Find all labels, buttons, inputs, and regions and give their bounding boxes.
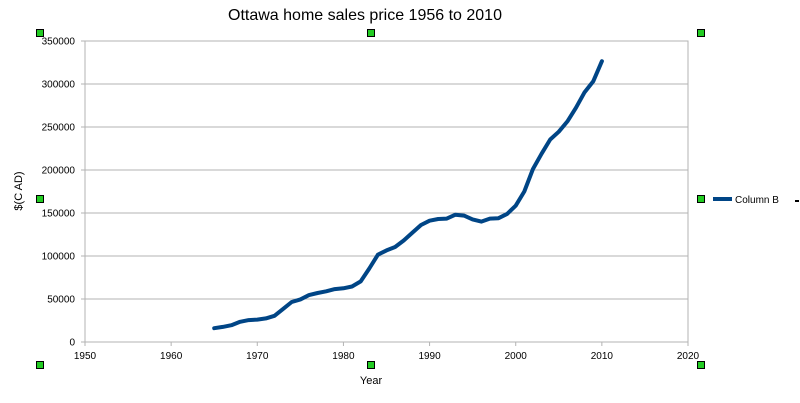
- x-tick-label: 1960: [160, 351, 183, 362]
- resize-handle[interactable]: [367, 29, 375, 37]
- edge-marker: [795, 200, 799, 202]
- y-axis-ticks: 0 50000 100000 150000 200000 250000 300000 3500…: [42, 37, 85, 349]
- y-tick-label: 300000: [42, 80, 76, 91]
- x-axis-ticks: 1950 1960 1970 1980 1990 2000 2010 2020: [74, 342, 700, 362]
- chart-title: Ottawa home sales price 1956 to 2010: [228, 7, 502, 24]
- series-line-column-b: [212, 59, 604, 331]
- resize-handle[interactable]: [36, 29, 44, 37]
- x-tick-label: 2010: [591, 351, 614, 362]
- series-layer: [212, 59, 604, 331]
- x-axis-label: Year: [360, 375, 383, 387]
- legend-label-column-b: Column B: [735, 195, 779, 206]
- plot-frame: [84, 40, 689, 343]
- legend: Column B: [713, 195, 779, 206]
- y-tick-label: 150000: [42, 209, 76, 220]
- x-tick-label: 2020: [677, 351, 700, 362]
- x-tick-label: 1950: [74, 351, 97, 362]
- y-tick-label: 250000: [42, 123, 76, 134]
- selection-handles[interactable]: [36, 29, 800, 369]
- y-tick-label: 200000: [42, 166, 76, 177]
- x-tick-label: 2000: [505, 351, 528, 362]
- x-tick-label: 1980: [332, 351, 355, 362]
- resize-handle[interactable]: [697, 361, 705, 369]
- x-tick-label: 1970: [246, 351, 269, 362]
- x-tick-label: 1990: [418, 351, 441, 362]
- y-tick-label: 100000: [42, 252, 76, 263]
- resize-handle[interactable]: [697, 29, 705, 37]
- y-tick-label: 0: [69, 338, 75, 349]
- grid-lines: [84, 40, 689, 343]
- resize-handle[interactable]: [36, 195, 44, 203]
- resize-handle[interactable]: [36, 361, 44, 369]
- resize-handle[interactable]: [367, 361, 375, 369]
- y-tick-label: 350000: [42, 37, 76, 48]
- y-tick-label: 50000: [47, 295, 75, 306]
- resize-handle[interactable]: [697, 195, 705, 203]
- y-axis-label: $(C AD): [13, 171, 25, 210]
